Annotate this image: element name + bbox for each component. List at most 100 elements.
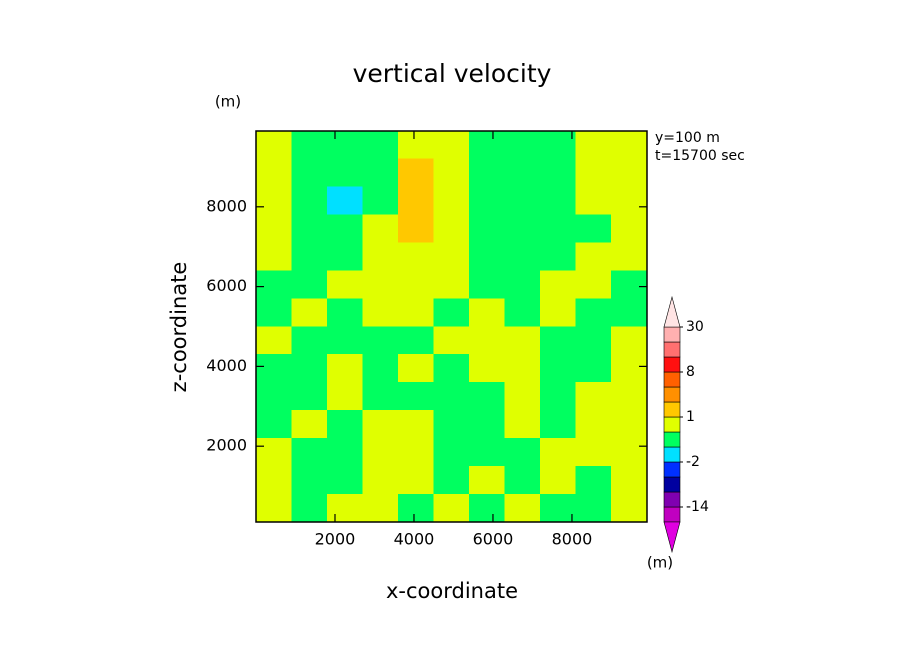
contour-cell: [397, 298, 434, 327]
contour-cell: [291, 465, 328, 495]
contour-cell: [326, 354, 363, 383]
annotation: y=100 m: [655, 130, 720, 146]
contour-cell: [397, 354, 434, 383]
colorbar-tick-label: -2: [686, 454, 700, 470]
y-unit: (m): [215, 93, 241, 111]
contour-cell: [291, 270, 328, 299]
contour-cell: [326, 437, 363, 467]
x-tick-label: 4000: [394, 530, 435, 549]
contour-cell: [255, 410, 292, 439]
contour-cell: [611, 242, 648, 271]
contour-cell: [469, 465, 506, 495]
contour-cell: [397, 214, 434, 243]
contour-cell: [504, 242, 541, 271]
contour-cell: [397, 326, 434, 355]
colorbar-tick-label: -14: [686, 499, 709, 515]
contour-cell: [362, 298, 399, 327]
contour-cell: [433, 410, 470, 439]
contour-cell: [255, 186, 292, 216]
contour-cell: [540, 354, 577, 383]
contour-cell: [362, 410, 399, 439]
contour-cell: [469, 158, 506, 188]
contour-cell: [540, 382, 577, 411]
contour-cell: [575, 354, 612, 383]
contour-cell: [611, 437, 648, 467]
contour-cell: [291, 158, 328, 188]
contour-cell: [469, 130, 506, 160]
contour-cell: [504, 354, 541, 383]
contour-cell: [362, 214, 399, 243]
contour-cell: [611, 130, 648, 160]
x-tick-label: 2000: [315, 530, 356, 549]
contour-cell: [291, 382, 328, 411]
contour-cell: [611, 270, 648, 299]
contour-cell: [611, 186, 648, 216]
contour-cell: [469, 298, 506, 327]
contour-cell: [504, 382, 541, 411]
contour-cell: [326, 158, 363, 188]
contour-cell: [575, 270, 612, 299]
contour-cell: [255, 298, 292, 327]
colorbar-bin: [663, 491, 681, 508]
contour-cell: [504, 130, 541, 160]
contour-cell: [575, 214, 612, 243]
contour-cell: [540, 130, 577, 160]
contour-cell: [291, 326, 328, 355]
contour-cell: [362, 493, 399, 523]
y-tick-label: 2000: [206, 436, 247, 455]
contour-cell: [469, 437, 506, 467]
contour-cell: [504, 437, 541, 467]
colorbar-bin: [663, 431, 681, 448]
contour-cell: [291, 410, 328, 439]
contour-cell: [362, 382, 399, 411]
contour-cell: [540, 410, 577, 439]
contour-cell: [433, 465, 470, 495]
contour-cell: [469, 410, 506, 439]
colorbar-bin: [663, 341, 681, 358]
contour-cell: [540, 158, 577, 188]
contour-cell: [433, 158, 470, 188]
contour-cell: [433, 354, 470, 383]
x-tick-label: 6000: [473, 530, 514, 549]
colorbar-low-arrow: [663, 521, 681, 554]
contour-cell: [255, 130, 292, 160]
contour-cell: [469, 354, 506, 383]
contour-cell: [362, 158, 399, 188]
y-tick-label: 4000: [206, 356, 247, 375]
contour-cell: [575, 410, 612, 439]
x-axis-label: x-coordinate: [386, 579, 518, 603]
y-tick-label: 6000: [206, 276, 247, 295]
colorbar-bin: [663, 506, 681, 523]
contour-cell: [326, 130, 363, 160]
contour-cell: [575, 326, 612, 355]
colorbar-high-arrow: [663, 295, 681, 328]
contour-cell: [611, 354, 648, 383]
contour-cell: [255, 354, 292, 383]
contour-cell: [255, 214, 292, 243]
contour-cell: [326, 382, 363, 411]
colorbar-tick-label: 30: [686, 319, 704, 335]
contour-cell: [326, 298, 363, 327]
chart-title: vertical velocity: [353, 59, 552, 88]
plot-frame: [255, 130, 648, 523]
contour-cell: [611, 493, 648, 523]
contour-cell: [611, 465, 648, 495]
contour-cell: [255, 270, 292, 299]
colorbar-bin: [663, 416, 681, 433]
contour-cell: [575, 158, 612, 188]
y-tick-label: 8000: [206, 196, 247, 215]
contour-cell: [433, 186, 470, 216]
contour-cell: [540, 214, 577, 243]
contour-cell: [397, 270, 434, 299]
contour-cell: [291, 437, 328, 467]
contour-cell: [611, 382, 648, 411]
contour-cell: [540, 465, 577, 495]
contour-cell: [611, 214, 648, 243]
contour-cell: [540, 493, 577, 523]
contour-cell: [469, 270, 506, 299]
contour-cell: [611, 410, 648, 439]
contour-cell: [575, 186, 612, 216]
contour-cell: [504, 410, 541, 439]
contour-cell: [504, 493, 541, 523]
contour-cell: [469, 382, 506, 411]
